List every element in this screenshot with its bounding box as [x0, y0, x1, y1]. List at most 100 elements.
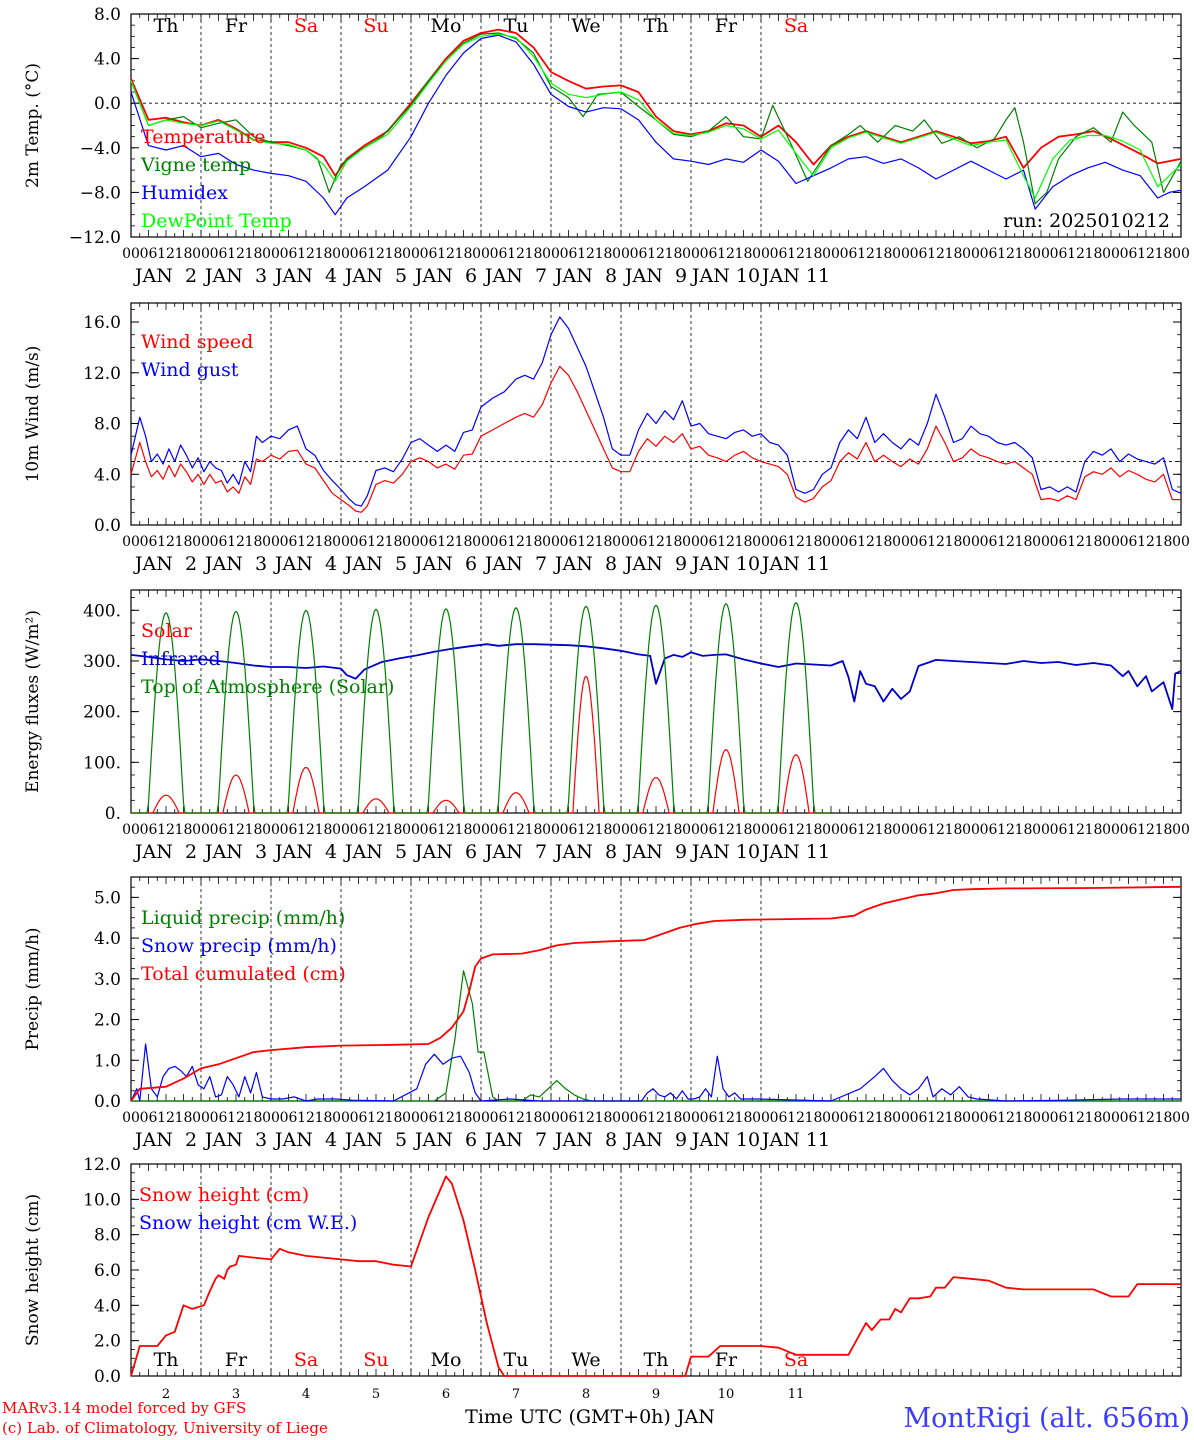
x-hour-label: 00 [962, 1110, 980, 1126]
station-label: MontRigi (alt. 656m) [903, 1403, 1190, 1434]
x-hour-label: 00 [262, 822, 280, 838]
y-tick-label: 1.0 [94, 1051, 121, 1071]
x-hour-label: 12 [437, 822, 455, 838]
x-hour-label: 18 [735, 1110, 753, 1126]
x-hour-label: 00 [262, 1110, 280, 1126]
panels: −12.0−8.0−4.00.04.08.02m Temp. (°C)00 06 1… [23, 5, 1190, 1402]
x-hour-label: 06 [210, 246, 228, 262]
x-hour-label: 00 [472, 534, 490, 550]
x-hour-label: 06 [770, 822, 788, 838]
x-hour-label: 00 [332, 534, 350, 550]
x-hour-label: 12 [297, 534, 315, 550]
x-hour-label: 00 [612, 534, 630, 550]
x-hour-label: 12 [157, 534, 175, 550]
x-hour-label: 06 [700, 534, 718, 550]
x-date-label: JAN 3 [203, 1129, 267, 1151]
x-hour-label: 18 [1085, 534, 1103, 550]
x-hour-label: 18 [735, 246, 753, 262]
x-hour-label: 18 [525, 246, 543, 262]
x-date-label: JAN 11 [760, 1129, 830, 1151]
x-hour-label: 12 [787, 1110, 805, 1126]
x-day-number: 10 [718, 1387, 735, 1402]
day-name-label: Mo [431, 15, 462, 37]
x-hour-label: 18 [1155, 822, 1173, 838]
x-hour-label: 00 [752, 1110, 770, 1126]
y-tick-label: 400. [83, 601, 121, 621]
x-hour-label: 00 [402, 534, 420, 550]
x-hour-label: 00 [822, 534, 840, 550]
x-hour-label: 06 [490, 1110, 508, 1126]
y-tick-label: 12.0 [83, 1155, 121, 1175]
series-line-snow-height-cm- [130, 1175, 1181, 1377]
day-name-label: Fr [715, 15, 738, 37]
day-name-label: Fr [715, 1349, 738, 1371]
series-line-infrared [130, 643, 1182, 710]
x-date-label: JAN 7 [483, 1129, 547, 1151]
x-hour-label: 06 [490, 534, 508, 550]
x-hour-label: 06 [140, 246, 158, 262]
x-day-number: 7 [512, 1387, 520, 1402]
x-hour-label: 00 [472, 822, 490, 838]
x-hour-label: 18 [595, 1110, 613, 1126]
x-hour-label: 18 [945, 1110, 963, 1126]
x-hour-label: 12 [1137, 246, 1155, 262]
x-hour-label: 00 [1172, 1110, 1190, 1126]
x-hour-label: 12 [227, 822, 245, 838]
x-hour-label: 12 [507, 534, 525, 550]
day-name-label: Th [644, 1349, 669, 1371]
y-tick-label: 2.0 [94, 1011, 121, 1031]
x-hour-label: 12 [367, 246, 385, 262]
x-date-label: JAN 11 [760, 841, 830, 863]
x-hour-label: 12 [1067, 822, 1085, 838]
x-hour-label: 18 [245, 534, 263, 550]
x-hour-label: 06 [1050, 534, 1068, 550]
day-name-label: Fr [225, 1349, 248, 1371]
x-date-label: JAN 8 [553, 841, 617, 863]
chart-snow: 0.0 2.0 4.0 6.0 8.0 10.0 12.0 Snow height (cm) 2… [23, 1155, 1182, 1402]
x-hour-label: 18 [455, 1110, 473, 1126]
x-hour-label: 18 [385, 822, 403, 838]
x-hour-label: 12 [367, 1110, 385, 1126]
x-date-label: JAN 2 [133, 841, 197, 863]
x-hour-label: 12 [787, 534, 805, 550]
x-hour-label: 06 [910, 1110, 928, 1126]
day-name-label: Sa [784, 15, 808, 37]
x-date-label: JAN 9 [623, 265, 687, 287]
run-label: run: 2025010212 [1003, 210, 1170, 232]
x-date-label: JAN 10 [690, 841, 760, 863]
x-hour-label: 06 [140, 822, 158, 838]
x-hour-label: 06 [630, 1110, 648, 1126]
x-hour-label: 00 [472, 246, 490, 262]
x-hour-label: 00 [1032, 1110, 1050, 1126]
x-hour-label: 12 [507, 1110, 525, 1126]
x-hour-label: 00 [402, 1110, 420, 1126]
x-hour-label: 06 [210, 822, 228, 838]
day-name-label: Su [363, 15, 388, 37]
x-day-number: 4 [302, 1387, 310, 1402]
x-hour-label: 06 [210, 1110, 228, 1126]
y-tick-label: 100. [83, 753, 121, 773]
y-tick-label: 10.0 [83, 1190, 121, 1210]
y-tick-label: 3.0 [94, 970, 121, 990]
legend-entry: DewPoint Temp [141, 210, 292, 232]
y-tick-label: 0. [105, 804, 121, 824]
y-tick-label: 0.0 [94, 516, 121, 536]
x-hour-label: 18 [595, 246, 613, 262]
x-hour-label: 06 [490, 246, 508, 262]
x-date-label: JAN 6 [413, 841, 477, 863]
x-hour-label: 06 [420, 822, 438, 838]
x-hour-label: 12 [787, 822, 805, 838]
x-hour-label: 00 [822, 1110, 840, 1126]
x-hour-label: 06 [980, 1110, 998, 1126]
x-hour-label: 18 [1085, 246, 1103, 262]
y-tick-label: 300. [83, 652, 121, 672]
x-hour-label: 00 [962, 822, 980, 838]
x-hour-label: 06 [770, 534, 788, 550]
x-hour-label: 12 [647, 534, 665, 550]
x-hour-label: 00 [122, 1110, 140, 1126]
x-hour-label: 06 [770, 1110, 788, 1126]
x-hour-label: 00 [192, 1110, 210, 1126]
x-hour-label: 06 [1120, 822, 1138, 838]
